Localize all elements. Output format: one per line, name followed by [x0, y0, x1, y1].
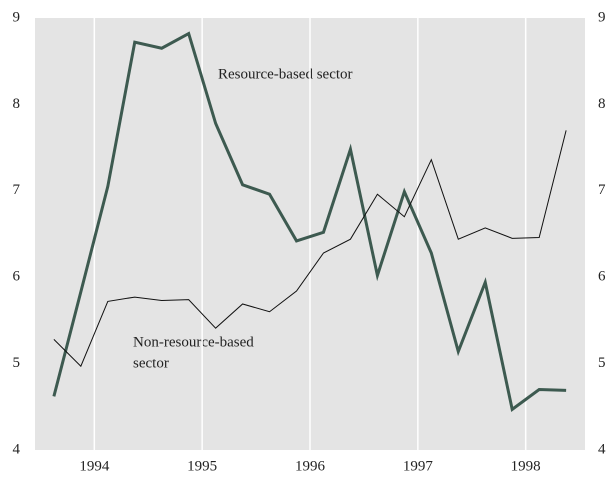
x-tick-label: 1996: [295, 458, 326, 474]
y2-tick-label: 8: [598, 96, 606, 112]
y-tick-label: 6: [13, 269, 21, 285]
annotation: Non-resource-based: [133, 334, 254, 350]
x-tick-label: 1995: [187, 458, 217, 474]
y2-tick-label: 7: [598, 182, 606, 198]
y2-tick-label: 9: [598, 9, 606, 25]
y-tick-label: 5: [13, 355, 21, 371]
x-tick-label: 1997: [403, 458, 434, 474]
series-line: [52, 31, 567, 412]
y-tick-label: 7: [13, 182, 21, 198]
y2-tick-label: 5: [598, 355, 606, 371]
y-tick-label: 4: [13, 441, 21, 457]
annotation: sector: [133, 355, 169, 371]
series-line: [53, 130, 567, 368]
x-tick-label: 1994: [79, 458, 110, 474]
x-tick-label: 1998: [511, 458, 541, 474]
y2-tick-label: 6: [598, 269, 606, 285]
y2-tick-label: 4: [598, 441, 606, 457]
annotation: Resource-based sector: [218, 66, 353, 82]
y-tick-label: 9: [13, 9, 21, 25]
y-tick-label: 8: [13, 96, 21, 112]
